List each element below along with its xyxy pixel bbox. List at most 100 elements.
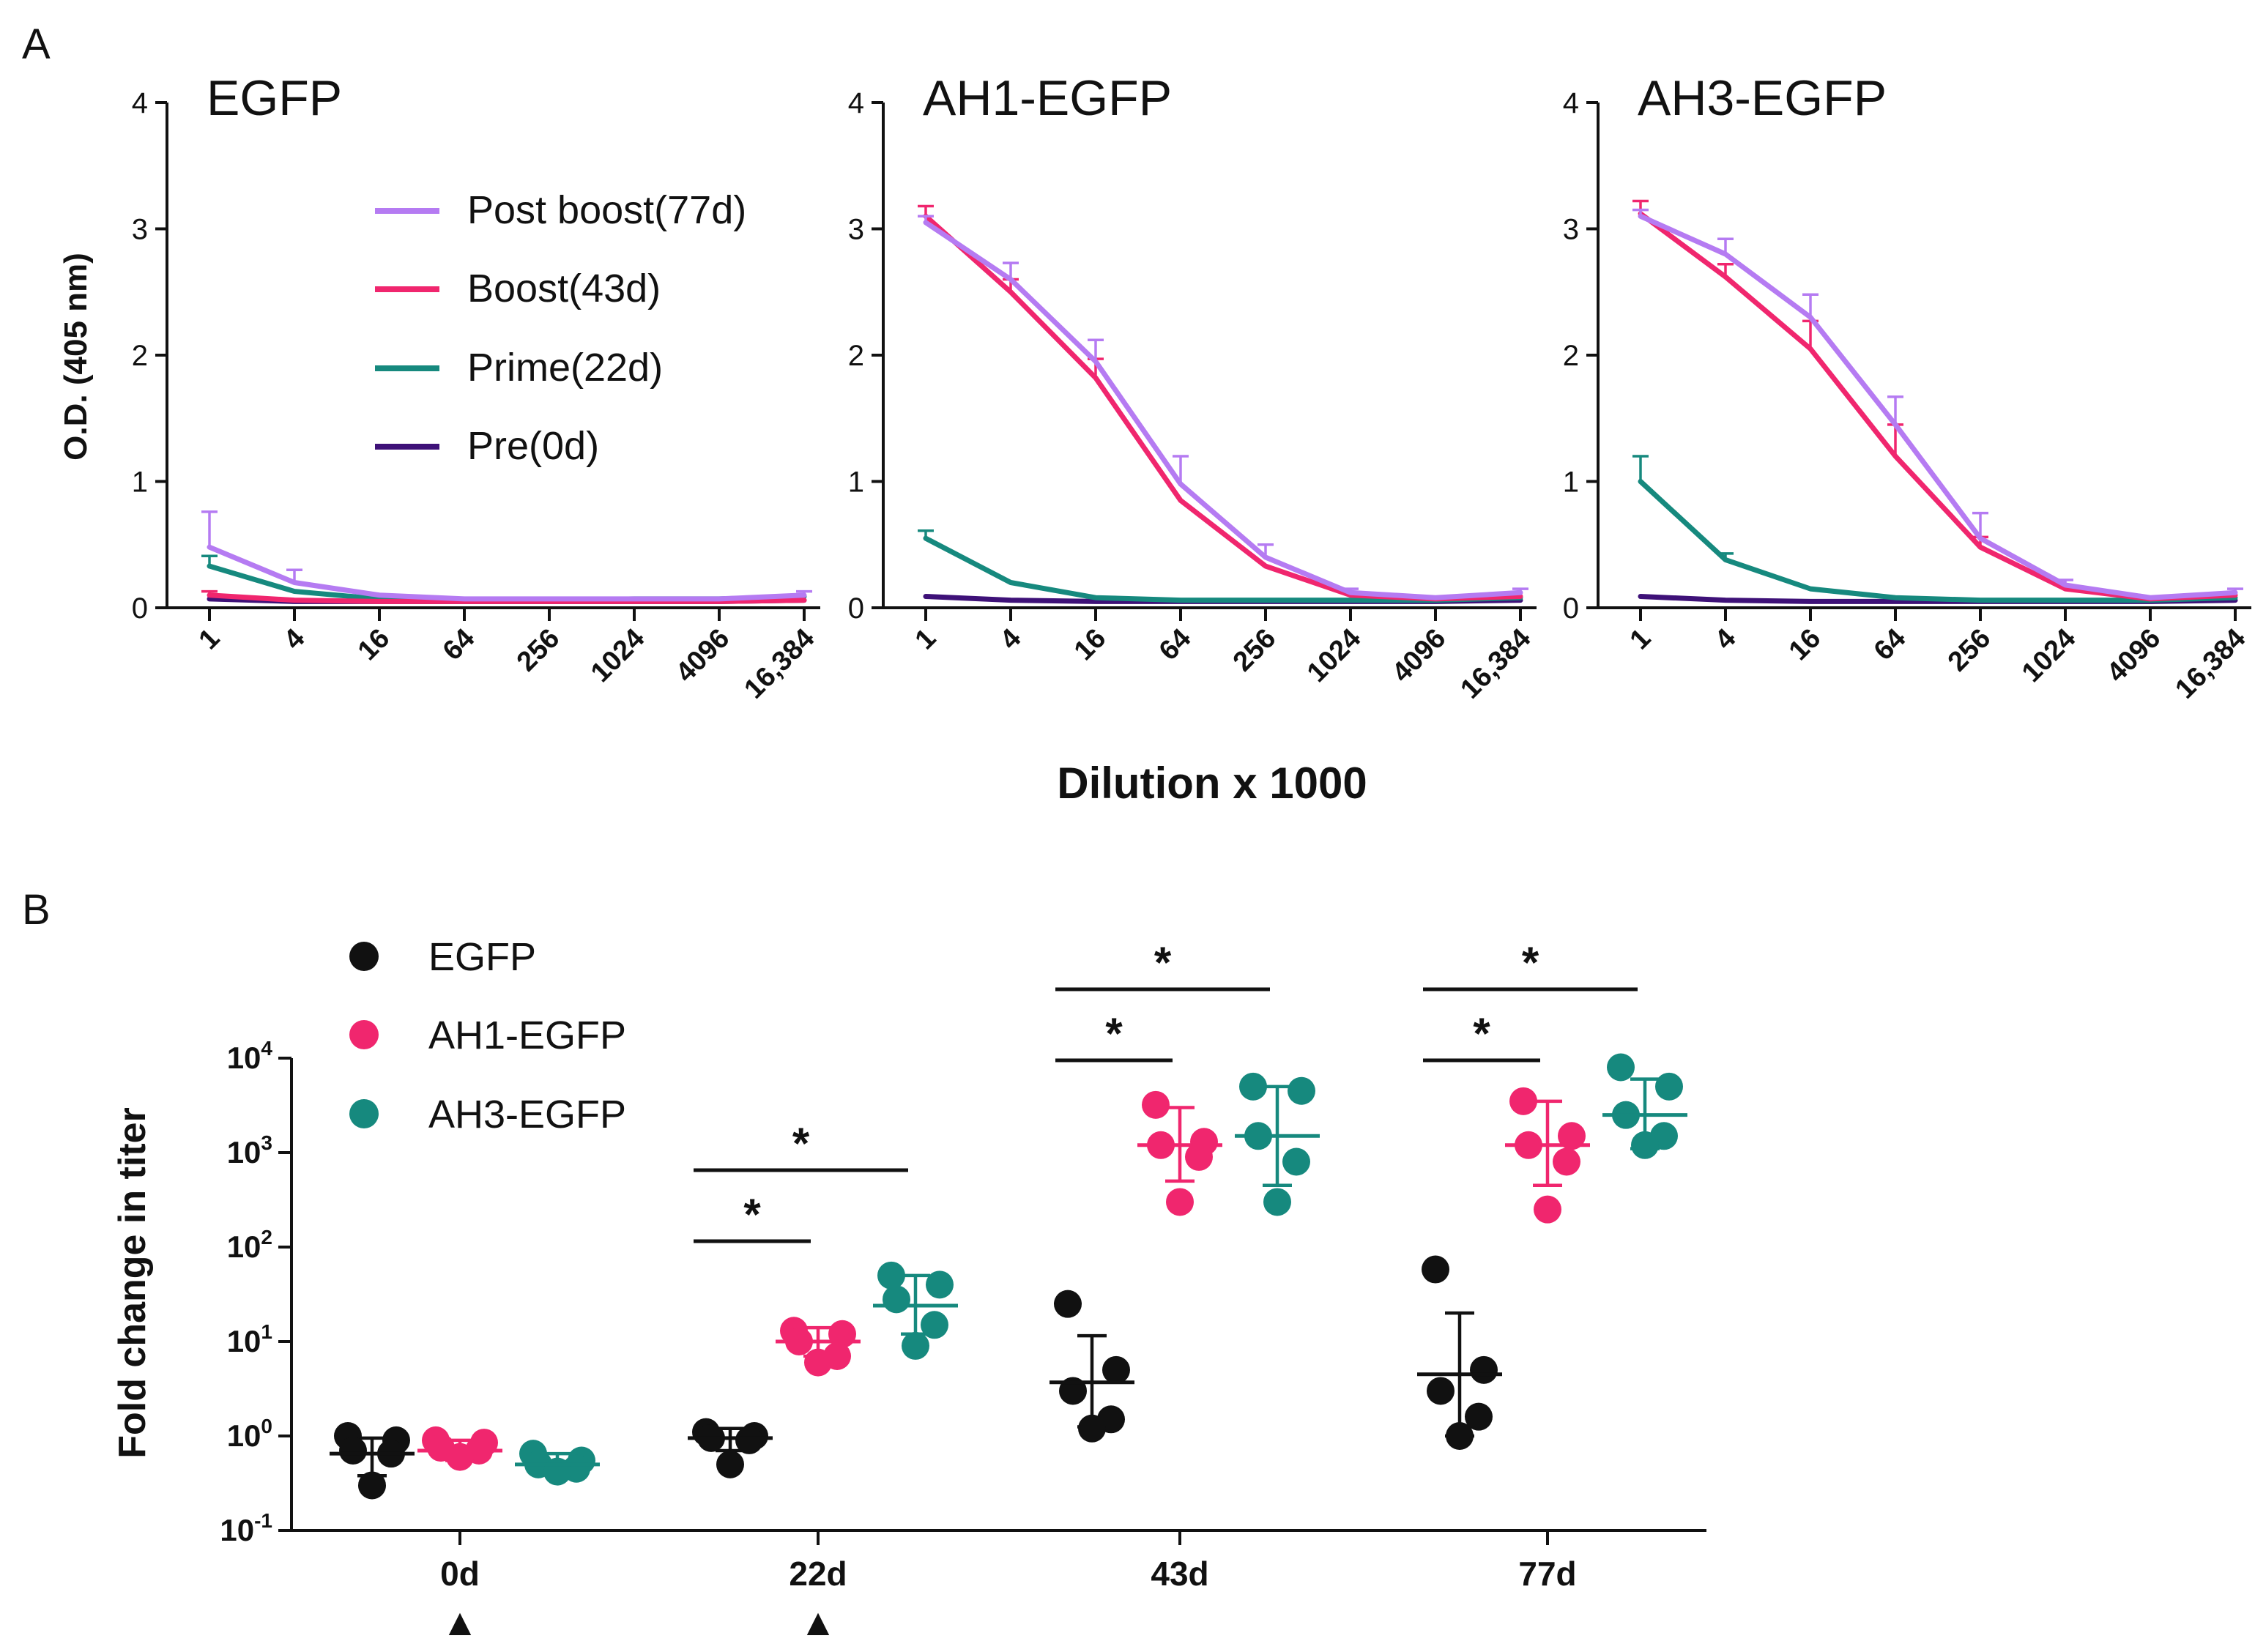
egfp-y-tick-label: 1 bbox=[132, 466, 148, 499]
panel-b-ah3-egfp-data-point bbox=[877, 1261, 905, 1290]
ah3-egfp-boost-43d-line bbox=[1638, 211, 2238, 602]
egfp-x-tick-label: 4 bbox=[278, 623, 311, 656]
ah1-egfp-post-boost-77d-line bbox=[923, 220, 1523, 600]
ah1-egfp-x-tick-label: 16,384 bbox=[1455, 623, 1537, 705]
ah3-egfp-x-tick-label: 16,384 bbox=[2169, 623, 2251, 705]
egfp-y-tick-label: 3 bbox=[132, 214, 148, 246]
panel-b-egfp-data-point bbox=[1427, 1377, 1455, 1405]
egfp-x-tick-label: 16,384 bbox=[738, 623, 820, 705]
ah3-egfp-y-tick-label: 4 bbox=[1563, 87, 1579, 119]
panel-b-y-tick-label: 100 bbox=[227, 1415, 272, 1453]
egfp-chart-title: EGFP bbox=[207, 70, 342, 126]
panel-b-ah3-egfp-data-point bbox=[1263, 1188, 1291, 1216]
ah1-egfp-x-tick-label: 1024 bbox=[1301, 623, 1367, 688]
panel-b-egfp-data-point bbox=[716, 1450, 744, 1478]
ah3-egfp-y-tick-label: 0 bbox=[1563, 592, 1579, 625]
egfp-y-tick-label: 4 bbox=[132, 87, 148, 119]
panel-b-egfp-data-point bbox=[358, 1471, 386, 1500]
panel-b-y-tick-exponent: 0 bbox=[261, 1415, 272, 1437]
panel-b-significance-label: * bbox=[1154, 938, 1172, 987]
panel-b-y-tick-exponent: 1 bbox=[261, 1320, 272, 1343]
ah1-egfp-prime-22d-line bbox=[923, 535, 1523, 603]
panel-b-egfp-data-point bbox=[1054, 1290, 1082, 1318]
panel-b-y-tick-base: 10 bbox=[227, 1041, 261, 1075]
ah3-egfp-post-boost-77d-line bbox=[1638, 213, 2238, 600]
panel-b-y-tick-label: 104 bbox=[227, 1037, 273, 1075]
panel-b-ah3-egfp-data-point bbox=[926, 1270, 954, 1299]
panel-b-ah3-egfp-data-point bbox=[1655, 1072, 1683, 1101]
egfp-y-tick-label: 0 bbox=[132, 592, 148, 625]
egfp-x-tick-label: 4096 bbox=[670, 623, 735, 688]
legend-marker-ah3-egfp bbox=[349, 1099, 379, 1128]
ah1-egfp-y-tick-label: 2 bbox=[848, 340, 864, 372]
panel-b-y-tick-base: 10 bbox=[227, 1229, 261, 1264]
ah3-egfp-x-tick-label: 1024 bbox=[2016, 623, 2081, 688]
panel-b-ah1-egfp-data-point bbox=[1553, 1147, 1580, 1176]
egfp-x-tick-label: 64 bbox=[437, 623, 481, 667]
panel-b-ah1-egfp-data-point bbox=[1185, 1142, 1213, 1171]
panel-b-y-tick-label: 101 bbox=[227, 1320, 272, 1358]
ah1-egfp-x-tick-label: 1 bbox=[910, 623, 943, 656]
ah3-egfp-x-tick-label: 4 bbox=[1709, 623, 1742, 656]
panel-b-egfp-data-point bbox=[1078, 1414, 1106, 1443]
panel-b-ah3-egfp-data-point bbox=[921, 1311, 948, 1339]
panel-b-ah1-egfp-data-point bbox=[804, 1348, 832, 1377]
panel-b-ah1-egfp-data-point bbox=[1142, 1090, 1170, 1119]
panel-b-significance-label: * bbox=[1522, 938, 1539, 987]
panel-b-ah1-egfp-data-point bbox=[1166, 1188, 1194, 1216]
panel-b-y-tick-base: 10 bbox=[227, 1418, 261, 1453]
panel-b-ah3-egfp-data-point bbox=[883, 1285, 910, 1314]
egfp-x-tick-label: 16 bbox=[352, 623, 396, 667]
panel-b-y-tick-base: 10 bbox=[227, 1324, 261, 1358]
ah3-egfp-x-tick-label: 256 bbox=[1942, 623, 1997, 678]
panel-b-ah1-egfp-data-point bbox=[1558, 1122, 1586, 1150]
panel-b-y-tick-label: 103 bbox=[227, 1131, 272, 1169]
ah3-egfp-x-tick-label: 1 bbox=[1624, 623, 1657, 656]
panel-b-significance-label: * bbox=[1473, 1009, 1490, 1058]
panel-b-egfp-data-point bbox=[1422, 1255, 1449, 1284]
panel-b-significance-label: * bbox=[1105, 1009, 1123, 1058]
panel-b-egfp-data-point bbox=[339, 1436, 367, 1465]
panel-b-egfp-data-point bbox=[1465, 1402, 1493, 1431]
panel-a-x-axis-title: Dilution x 1000 bbox=[1057, 759, 1367, 808]
panel-b-y-tick-base: 10 bbox=[227, 1135, 261, 1169]
panel-b-y-tick-label: 102 bbox=[227, 1226, 272, 1264]
panel-b-label: B bbox=[22, 886, 51, 934]
egfp-x-tick-label: 256 bbox=[511, 623, 566, 678]
panel-a-legend: Post boost(77d) Boost(43d) Prime(22d) Pr… bbox=[375, 188, 746, 468]
ah1-egfp-y-tick-label: 1 bbox=[848, 466, 864, 499]
ah3-egfp-prime-22d-line bbox=[1638, 479, 2238, 603]
panel-b-egfp-data-point bbox=[1470, 1355, 1498, 1384]
panel-b-egfp-data-point bbox=[1102, 1355, 1130, 1384]
ah1-egfp-y-tick-label: 3 bbox=[848, 214, 864, 246]
panel-b-y-tick-exponent: 2 bbox=[261, 1226, 272, 1249]
panel-b-egfp-data-point bbox=[735, 1426, 763, 1454]
panel-b-ah1-egfp-data-point bbox=[446, 1443, 474, 1471]
legend-label-pre: Pre(0d) bbox=[467, 424, 599, 468]
ah3-egfp-x-tick-label: 16 bbox=[1783, 623, 1827, 667]
panel-b-y-tick-base: 10 bbox=[220, 1513, 254, 1547]
egfp-post-boost-77d-line bbox=[207, 544, 807, 602]
ah3-egfp-y-tick-label: 2 bbox=[1563, 340, 1579, 372]
ah1-egfp-y-tick-label: 4 bbox=[848, 87, 864, 119]
panel-b-y-tick-label: 10-1 bbox=[220, 1509, 272, 1547]
panel-b-x-tick-label: 0d bbox=[440, 1555, 480, 1593]
ah1-egfp-x-tick-label: 4 bbox=[995, 623, 1028, 656]
panel-b-y-tick-exponent: 3 bbox=[261, 1131, 272, 1154]
panel-b-y-tick-exponent: 4 bbox=[261, 1037, 272, 1060]
panel-a-y-axis-title: O.D. (405 nm) bbox=[58, 253, 94, 461]
ah3-egfp-x-tick-label: 4096 bbox=[2101, 623, 2166, 688]
egfp-x-tick-label: 1 bbox=[193, 623, 226, 656]
panel-b-ah3-egfp-data-point bbox=[902, 1331, 929, 1360]
panel-a-ah1-egfp-chart: 0 1 2 3 4 1 4 16 64 256 1024 4096 16,384 AH1-EGFP bbox=[848, 70, 1537, 705]
ah1-egfp-x-tick-label: 4096 bbox=[1386, 623, 1452, 688]
panel-a-label: A bbox=[22, 21, 51, 68]
ah1-egfp-chart-title: AH1-EGFP bbox=[923, 70, 1172, 126]
ah3-egfp-chart-title: AH3-EGFP bbox=[1638, 70, 1887, 126]
legend-label-post-boost: Post boost(77d) bbox=[467, 188, 746, 232]
panel-b-y-axis-title: Fold change in titer bbox=[111, 1107, 154, 1459]
